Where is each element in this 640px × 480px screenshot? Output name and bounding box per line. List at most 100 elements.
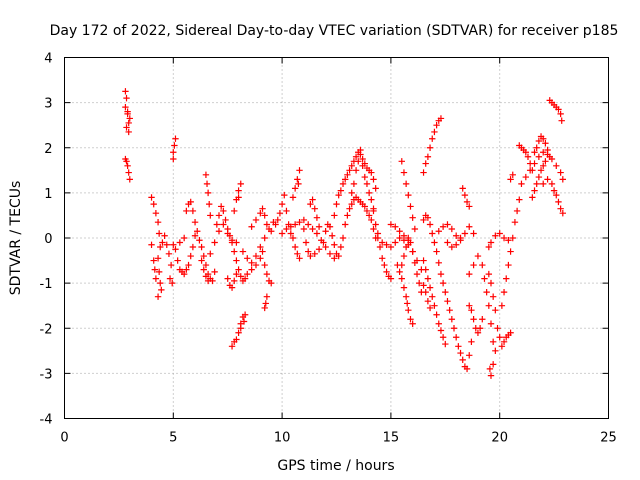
data-point [289, 194, 297, 201]
data-point [540, 135, 547, 142]
data-point [448, 225, 456, 233]
data-point [239, 248, 247, 255]
data-point [346, 205, 353, 212]
data-point [333, 200, 340, 208]
data-point [123, 124, 130, 131]
data-point [194, 228, 201, 235]
data-point [487, 279, 495, 287]
data-point [337, 243, 345, 251]
data-point [368, 216, 375, 224]
data-point [200, 252, 207, 260]
data-point [426, 221, 434, 228]
data-point [352, 167, 360, 174]
data-point [252, 216, 260, 224]
data-point [558, 117, 565, 124]
data-point [531, 149, 538, 156]
data-point [125, 128, 132, 136]
data-point [557, 169, 564, 176]
data-point [228, 284, 236, 291]
data-point [378, 239, 386, 246]
data-point [263, 293, 271, 300]
data-point [148, 241, 155, 248]
data-point [170, 155, 177, 163]
data-point [459, 356, 466, 364]
data-point [555, 198, 562, 206]
data-point [396, 234, 403, 242]
data-point [489, 338, 497, 345]
data-point [398, 261, 405, 269]
data-point [148, 194, 155, 201]
data-point [429, 230, 436, 237]
data-point [159, 239, 166, 246]
data-point [261, 212, 268, 219]
data-point [535, 153, 543, 160]
data-point [407, 239, 414, 246]
data-point [322, 228, 329, 235]
data-point [415, 279, 423, 287]
data-point [559, 209, 567, 217]
data-point [479, 261, 486, 269]
data-point [540, 180, 547, 188]
data-point [544, 176, 551, 183]
data-point [398, 275, 405, 282]
data-point [485, 243, 493, 251]
data-point [405, 307, 412, 314]
data-point [231, 277, 238, 285]
data-point [392, 223, 399, 230]
data-point [283, 225, 290, 233]
data-point [405, 234, 412, 242]
data-point [444, 239, 451, 246]
data-point [466, 270, 473, 278]
data-point [224, 225, 231, 233]
data-point [470, 261, 477, 269]
data-point [442, 288, 449, 296]
x-tick-label: 0 [60, 431, 68, 446]
data-point [183, 207, 190, 215]
data-point [125, 169, 132, 176]
data-point [420, 169, 427, 176]
data-point [335, 252, 342, 260]
data-point [202, 171, 210, 179]
data-point [259, 205, 266, 212]
data-point [370, 176, 377, 183]
data-point [557, 205, 564, 212]
data-point [191, 219, 199, 226]
y-tick-label: -2 [40, 322, 53, 337]
data-point [313, 214, 321, 221]
data-point [474, 252, 482, 260]
data-point [446, 307, 453, 314]
data-point [487, 320, 495, 327]
data-point [439, 223, 447, 230]
data-point [420, 282, 427, 289]
data-point [261, 234, 268, 242]
data-point [437, 115, 445, 122]
data-point [185, 261, 192, 269]
data-point [320, 239, 327, 246]
data-point [431, 302, 438, 309]
data-point [294, 250, 301, 257]
data-point [176, 239, 184, 246]
data-point [422, 266, 429, 273]
data-point [433, 248, 440, 255]
data-point [522, 173, 530, 181]
data-point [498, 302, 506, 309]
data-point [224, 275, 231, 282]
x-tick-label: 20 [491, 431, 508, 446]
data-point [365, 189, 373, 197]
data-point [348, 162, 355, 169]
data-point [244, 270, 251, 278]
data-point [187, 198, 194, 206]
data-point [307, 252, 314, 260]
data-point [479, 316, 486, 323]
data-point [452, 241, 460, 248]
data-point [486, 365, 494, 373]
data-point [468, 338, 475, 345]
data-point [466, 223, 473, 230]
data-point [470, 316, 477, 323]
data-point [233, 257, 240, 264]
data-point [231, 207, 238, 215]
data-point [420, 216, 427, 224]
chart-title: Day 172 of 2022, Sidereal Day-to-day VTE… [50, 23, 619, 39]
data-point [342, 176, 349, 183]
data-point [315, 246, 323, 253]
